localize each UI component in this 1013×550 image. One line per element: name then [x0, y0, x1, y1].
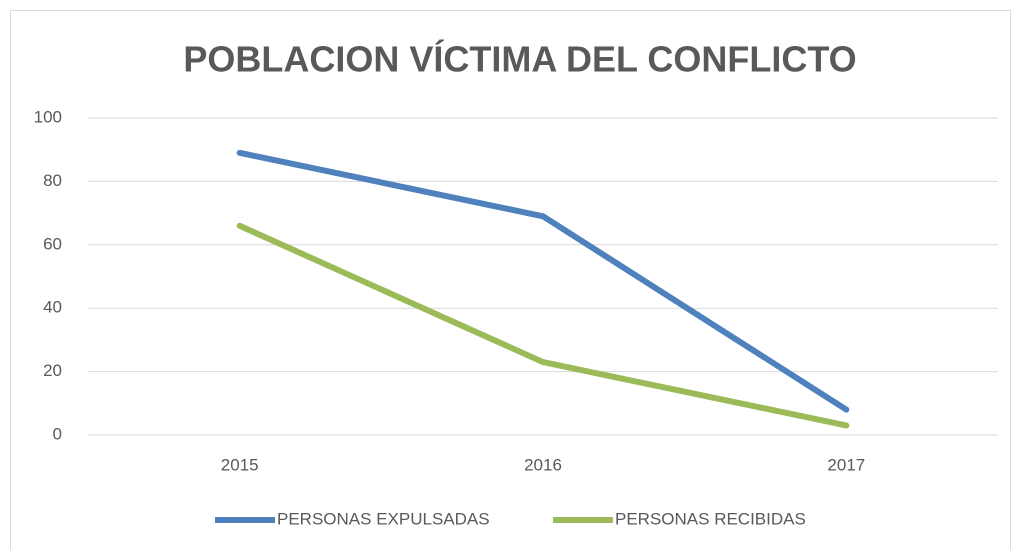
- chart-border: [10, 10, 1011, 550]
- series-line: [236, 222, 850, 429]
- chart-title: POBLACION VÍCTIMA DEL CONFLICTO: [183, 39, 856, 80]
- y-tick-label: 60: [43, 234, 62, 253]
- x-tick-label: 2016: [524, 455, 562, 474]
- series-line: [236, 149, 850, 413]
- x-tick-label: 2015: [221, 455, 259, 474]
- legend-label: PERSONAS RECIBIDAS: [615, 509, 806, 528]
- y-tick-label: 20: [43, 361, 62, 380]
- x-tick-label: 2017: [827, 455, 865, 474]
- y-tick-label: 0: [53, 424, 62, 443]
- y-tick-label: 80: [43, 171, 62, 190]
- y-tick-label: 40: [43, 298, 62, 317]
- legend-label: PERSONAS EXPULSADAS: [277, 509, 490, 528]
- y-tick-label: 100: [34, 107, 62, 126]
